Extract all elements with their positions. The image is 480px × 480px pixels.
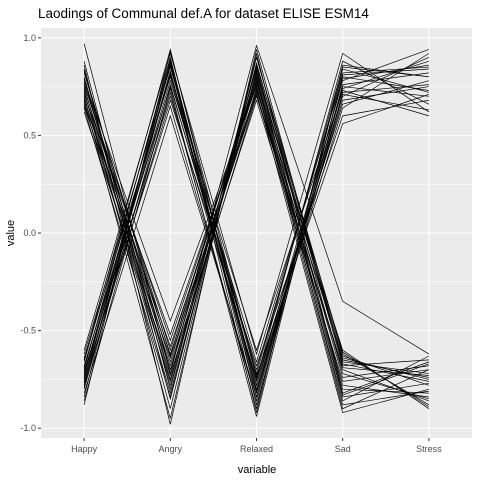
series-line (83, 68, 429, 411)
series-line (83, 53, 430, 419)
y-tick-label: -1.0 (20, 423, 36, 433)
y-axis-label: value (5, 220, 17, 246)
x-tick-label: Happy (71, 444, 98, 454)
series-line (83, 99, 429, 386)
series-line (83, 89, 429, 380)
series-line (83, 67, 430, 396)
x-tick-label: Angry (159, 444, 183, 454)
x-tick-label: Stress (416, 444, 442, 454)
series-line (83, 87, 429, 398)
x-tick-label: Relaxed (240, 444, 273, 454)
series-line (83, 79, 429, 406)
series-line (83, 51, 430, 405)
series-line (83, 68, 429, 417)
series-line (83, 60, 430, 395)
series-lines (83, 43, 430, 425)
series-line (83, 63, 430, 408)
y-tick-label: -0.5 (20, 326, 36, 336)
series-line (83, 77, 429, 398)
y-tick-label: 1.0 (23, 33, 36, 43)
series-line (83, 73, 429, 387)
x-tick-label: Sad (335, 444, 351, 454)
series-line (83, 80, 430, 410)
y-tick-label: 0.5 (23, 130, 36, 140)
series-line (83, 65, 429, 400)
series-line (83, 76, 429, 376)
series-line (83, 72, 429, 394)
series-line (83, 72, 429, 403)
series-line (83, 73, 429, 368)
y-axis-ticks: -1.0 -0.5 0.0 0.5 1.0 (20, 33, 41, 433)
series-line (83, 49, 429, 425)
y-tick-label: 0.0 (23, 228, 36, 238)
series-line (83, 43, 430, 375)
chart-title: Laodings of Communal def.A for dataset E… (38, 6, 369, 21)
series-line (83, 64, 429, 399)
series-line (83, 69, 430, 395)
series-line (83, 48, 430, 393)
series-line (83, 92, 430, 402)
x-axis-label: variable (238, 464, 277, 476)
series-line (83, 83, 430, 402)
x-axis-ticks: Happy Angry Relaxed Sad Stress (71, 438, 442, 454)
series-line (83, 99, 429, 382)
series-line (83, 83, 429, 390)
